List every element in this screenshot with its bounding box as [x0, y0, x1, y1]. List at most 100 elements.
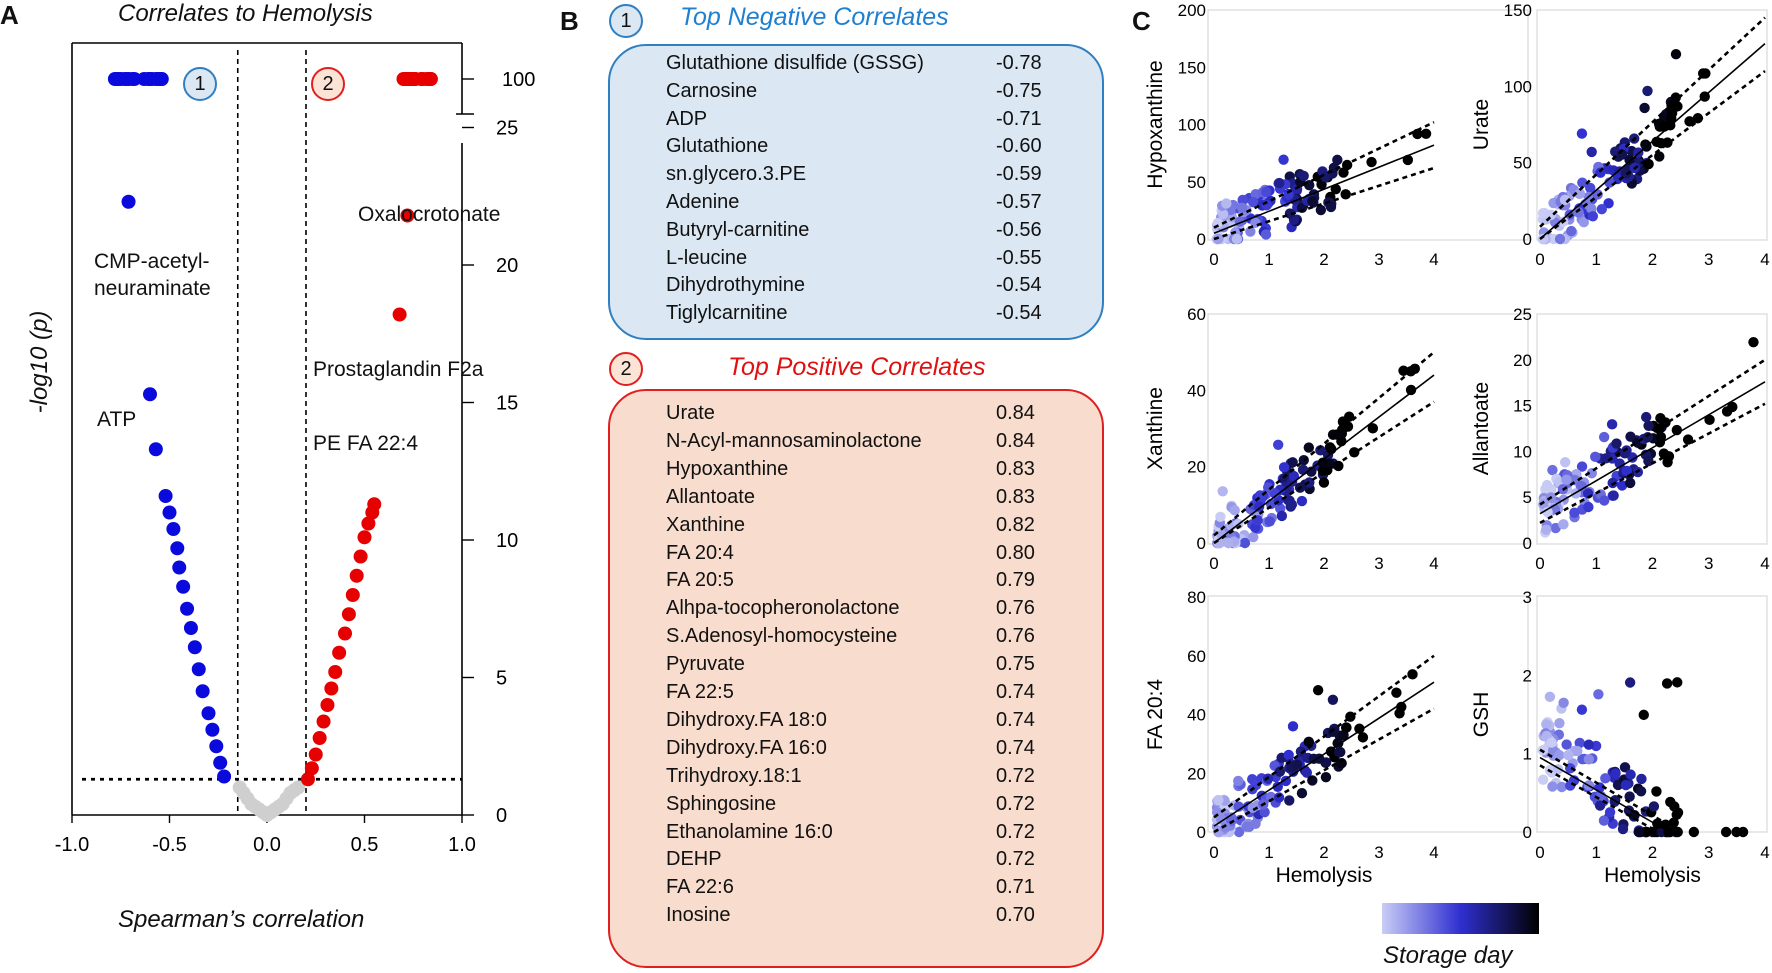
scatter-point	[1586, 203, 1597, 214]
scatter-point	[1233, 775, 1244, 787]
scatter-point	[1576, 704, 1588, 715]
scatter-point	[1573, 207, 1584, 218]
scatter-point	[1261, 186, 1272, 198]
scatter-ytick-label: 20	[1187, 764, 1206, 783]
volcano-point-neg	[205, 722, 220, 737]
scatter-xtick-label: 2	[1648, 554, 1657, 573]
scatter-point	[1332, 737, 1343, 749]
scatter-point	[1642, 85, 1653, 97]
pos-name: S.Adenosyl-homocysteine	[666, 625, 898, 648]
scatter-ytick-label: 15	[1513, 397, 1532, 416]
volcano-point-neg	[121, 194, 136, 209]
volcano-point-pos	[349, 568, 364, 583]
volcano-ytick-label: 30	[496, 0, 518, 2]
scatter-ytick-label: 1	[1523, 745, 1532, 764]
volcano-point-pos	[400, 208, 415, 223]
scatter-point	[1315, 204, 1327, 216]
volcano-xtick-label: 0.0	[253, 834, 281, 856]
scatter-point	[1563, 749, 1574, 761]
scatter-point	[1538, 498, 1549, 510]
volcano-point-pos	[312, 731, 327, 745]
scatter-frame-fa204	[1207, 595, 1529, 833]
scatter-ylabel-fa204: FA 20:4	[1144, 679, 1167, 751]
scatter-ytick-label: 100	[1178, 116, 1206, 135]
scatter-point	[1412, 128, 1423, 140]
volcano-point-neg	[162, 505, 177, 520]
scatter-point	[1296, 495, 1308, 507]
scatter-xtick-label: 0	[1535, 554, 1544, 573]
volcano-point-neg	[183, 621, 198, 635]
pos-value: 0.71	[996, 876, 1035, 899]
pos-value: 0.72	[996, 764, 1035, 787]
neg-name: Tiglylcarnitine	[666, 302, 788, 325]
scatter-point	[1610, 768, 1621, 779]
neg-name: Glutathione disulfide (GSSG)	[666, 52, 924, 74]
scatter-point	[1617, 823, 1629, 835]
neg-value: -0.55	[996, 246, 1042, 269]
scatter-point	[1391, 687, 1402, 698]
scatter-xtick-label: 1	[1264, 250, 1273, 269]
scatter-point	[1272, 439, 1284, 450]
scatter-point	[1541, 719, 1552, 730]
volcano-marker-pos: 2	[311, 67, 345, 101]
panel-letter-b: B	[560, 6, 579, 36]
scatter-point	[1655, 412, 1666, 424]
scatter-point	[1616, 480, 1628, 491]
volcano-plot-group: 05101520253035100-1.0-0.50.00.51.0	[55, 0, 536, 856]
pos-name: FA 20:4	[666, 541, 734, 564]
pos-name: Trihydroxy.18:1	[666, 764, 802, 787]
scatter-xtick-label: 3	[1374, 250, 1383, 269]
scatter-point	[1574, 188, 1586, 199]
scatter-point	[1260, 229, 1272, 240]
scatter-point	[1593, 689, 1604, 700]
scatter-ci-upper	[1539, 16, 1766, 228]
neg-value: -0.57	[996, 191, 1042, 213]
scatter-ytick-label: 0	[1523, 534, 1532, 553]
volcano-point-neg	[166, 522, 181, 536]
scatter-point	[1550, 522, 1561, 534]
scatter-point	[1651, 786, 1662, 797]
volcano-ytick-label: 5	[496, 668, 507, 690]
scatter-frame-allantoate	[1536, 313, 1768, 545]
volcano-point-pos	[367, 497, 382, 512]
scatter-fit-line	[1539, 42, 1766, 240]
pos-value: 0.82	[996, 513, 1035, 536]
scatter-fit-line	[1539, 756, 1670, 833]
neg-title: Top Negative Correlates	[680, 3, 949, 31]
scatter-point	[1272, 781, 1283, 792]
scatter-point	[1625, 431, 1636, 442]
scatter-ci-lower	[1213, 166, 1435, 241]
volcano-point-pos	[332, 645, 347, 660]
scatter-point	[1223, 537, 1234, 549]
scatter-point	[1576, 461, 1588, 472]
scatter-point	[1320, 771, 1332, 783]
scatter-point	[1274, 177, 1285, 189]
scatter-point	[1336, 758, 1347, 769]
scatter-ylabel-allantoate: Allantoate	[1470, 382, 1493, 475]
scatter-point	[1731, 826, 1742, 838]
scatter-point	[1325, 201, 1337, 213]
scatter-point	[1661, 678, 1673, 689]
neg-value: -0.75	[996, 79, 1042, 102]
volcano-point-pos	[392, 307, 407, 322]
scatter-ci-upper	[1539, 748, 1682, 834]
annotation-cmp: CMP-acetyl- neuraminate	[94, 248, 211, 302]
scatter-point	[1233, 826, 1245, 838]
pos-name: FA 20:5	[666, 569, 734, 592]
pos-correlates-box: Urate 0.84 N-Acyl-mannosaminolactone 0.84 Hy…	[608, 389, 1104, 968]
neg-value: -0.59	[996, 163, 1042, 186]
volcano-point-neg-top	[154, 72, 169, 86]
scatter-xtick-label: 3	[1704, 250, 1713, 269]
scatter-point	[1237, 194, 1248, 206]
annotation-cmp-line1: CMP-acetyl-	[94, 250, 210, 273]
scatter-point	[1594, 800, 1606, 811]
scatter-ci-lower	[1539, 70, 1766, 241]
scatter-point	[1287, 457, 1298, 468]
neg-name: Glutathione	[666, 135, 769, 158]
scatter-point	[1398, 365, 1409, 376]
scatter-point	[1638, 709, 1649, 721]
pos-name: Xanthine	[666, 513, 745, 536]
scatter-point	[1229, 505, 1240, 516]
scatter-point	[1307, 195, 1318, 207]
scatter-point	[1556, 781, 1567, 793]
